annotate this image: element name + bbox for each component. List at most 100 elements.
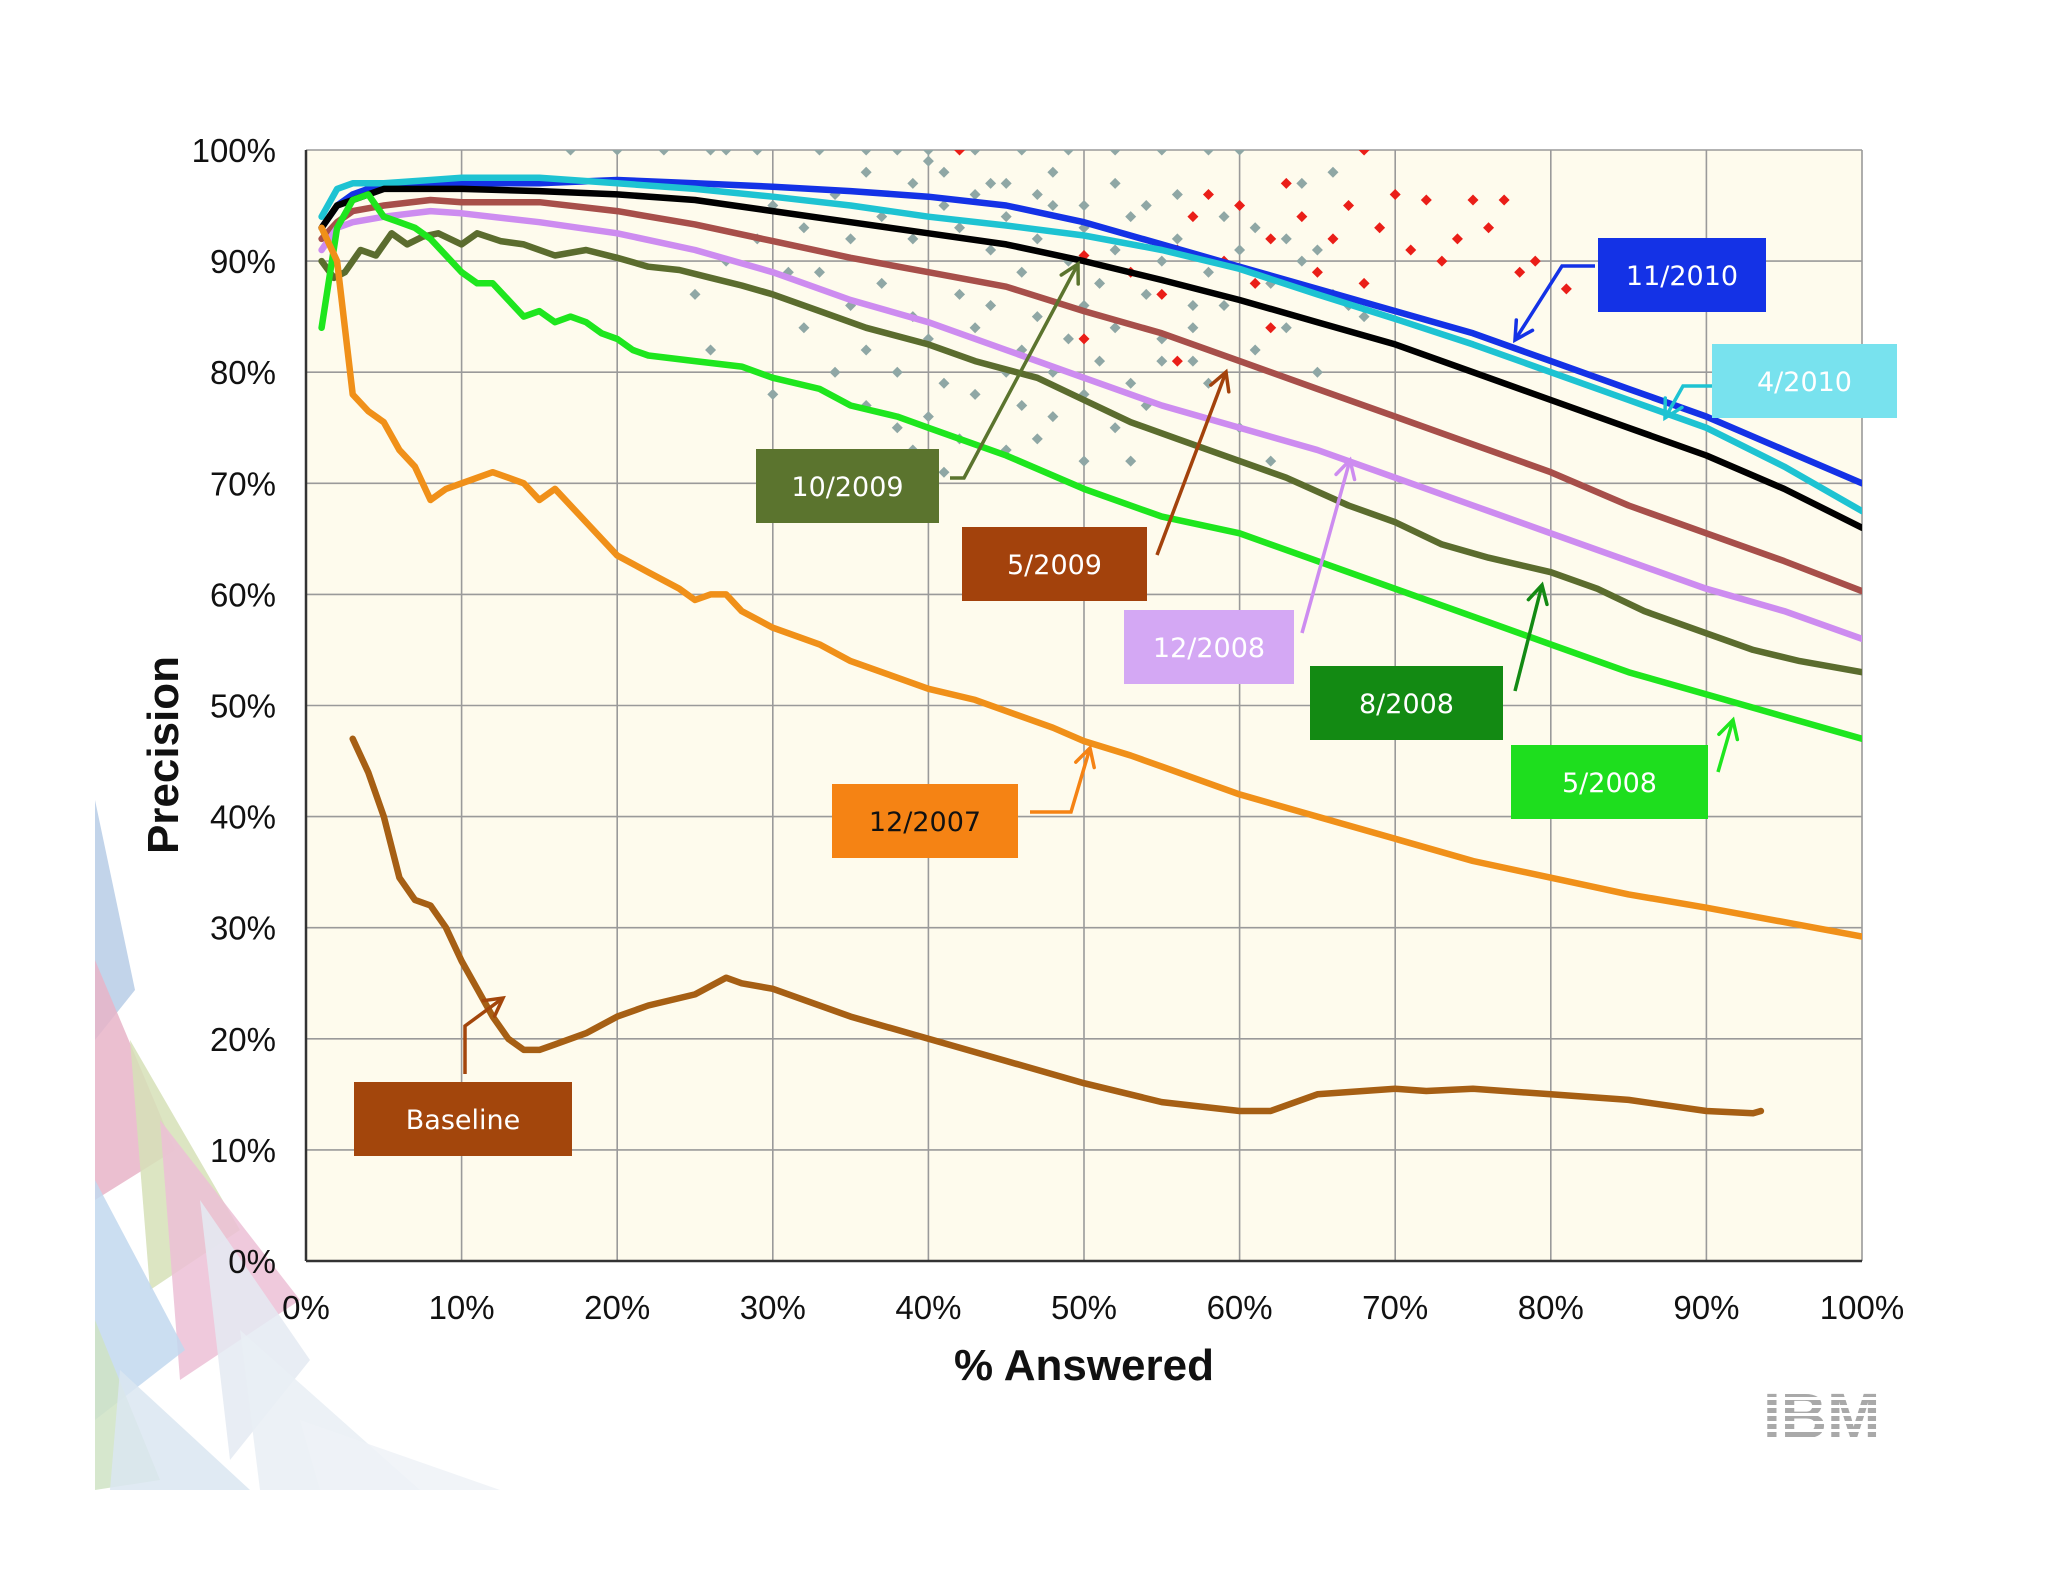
x-tick-label: 20% [584,1289,650,1326]
scatter-point [1109,150,1121,156]
scatter-point [813,266,825,278]
scatter-point [1265,233,1277,245]
callout-arrow-line [1513,264,1595,341]
scatter-point [1420,194,1432,206]
scatter-points [565,150,1572,478]
scatter-point [1156,355,1168,367]
decorative-triangle [110,1370,250,1490]
scatter-point [1140,200,1152,212]
ibm-logo-text: IBM [1763,1380,1880,1452]
y-axis-title: Precision [139,656,188,854]
scatter-point [1047,200,1059,212]
scatter-point [1062,150,1074,156]
scatter-point [1171,355,1183,367]
scatter-point [860,344,872,356]
x-axis-title: % Answered [954,1341,1214,1390]
scatter-point [1140,288,1152,300]
callout-arrow-head [1526,581,1549,607]
scatter-point [891,422,903,434]
scatter-point [1187,300,1199,312]
scatter-point [1327,233,1339,245]
series-line-5-2009 [318,196,1862,595]
callout-box [354,1082,572,1156]
decorative-triangle [95,800,135,1040]
decorative-triangles [95,800,500,1490]
x-tick-label: 60% [1207,1289,1273,1326]
y-tick-label: 60% [210,576,276,613]
scatter-point [1000,177,1012,189]
series-line-10-2009 [318,230,1862,676]
y-tick-label: 30% [210,910,276,947]
series-line-5-2008 [318,191,1862,743]
scatter-point [1047,166,1059,178]
scatter-point [1125,377,1137,389]
scatter-point [1234,200,1246,212]
callout-box [1598,238,1766,312]
scatter-point [1078,455,1090,467]
scatter-point [954,150,966,156]
y-tick-label: 20% [210,1021,276,1058]
x-tick-label: 30% [740,1289,806,1326]
ibm-logo: IBM [1763,1380,1880,1452]
y-tick-labels: 0% 10% 20% 30% 40% 50% 60% 70% 80% 90% 100% [192,132,276,1280]
scatter-point [611,150,623,156]
scatter-point [1374,222,1386,234]
y-tick-label: 50% [210,688,276,725]
scatter-point [1171,188,1183,200]
scatter-point [1202,266,1214,278]
callout-label: 11/2010 [1626,261,1738,292]
series-line-4-2010 [318,174,1862,515]
series-line-12-2007 [318,224,1862,940]
scatter-point [1560,283,1572,295]
callout-8-2008: 8/2008 [1310,666,1503,740]
scatter-point [1109,244,1121,256]
scatter-point [938,466,950,478]
decorative-triangle [300,1420,500,1490]
callout-arrow-line [1155,371,1228,556]
scatter-point [829,366,841,378]
scatter-point [705,150,717,156]
scatter-point [860,150,872,156]
scatter-point [1514,266,1526,278]
scatter-point [876,211,888,223]
scatter-point [891,366,903,378]
scatter-point [938,377,950,389]
callout-arrow-line [950,263,1080,480]
scatter-point [1529,255,1541,267]
scatter-point [1109,422,1121,434]
scatter-point [1358,311,1370,323]
callout-arrow-line [1716,719,1735,773]
scatter-point [565,150,577,156]
scatter-point [1062,333,1074,345]
scatter-point [1389,188,1401,200]
decorative-triangle [95,1180,185,1420]
callout-arrow-head [481,995,506,1018]
y-tick-label: 70% [210,465,276,502]
scatter-point [1171,233,1183,245]
x-tick-label: 80% [1518,1289,1584,1326]
scatter-point [1016,400,1028,412]
callout-arrow-line [1663,384,1712,419]
scatter-point [1249,277,1261,289]
callout-arrow-head [1209,368,1231,394]
scatter-point [1280,322,1292,334]
scatter-point [1265,455,1277,467]
scatter-point [954,222,966,234]
scatter-point [891,150,903,156]
scatter-point [1156,288,1168,300]
callout-5-2009: 5/2009 [962,527,1147,601]
callout-12-2008: 12/2008 [1124,610,1294,684]
scatter-point [954,288,966,300]
scatter-point [938,200,950,212]
callout-baseline: Baseline [354,1082,572,1156]
y-tick-label: 40% [210,799,276,836]
scatter-point [907,177,919,189]
callout-arrow-head [1513,318,1535,344]
callout-box [1124,610,1294,684]
callout-box [756,449,939,523]
scatter-point [1451,233,1463,245]
scatter-point [1094,355,1106,367]
callout-arrow-head [1059,260,1080,286]
scatter-point [1249,344,1261,356]
